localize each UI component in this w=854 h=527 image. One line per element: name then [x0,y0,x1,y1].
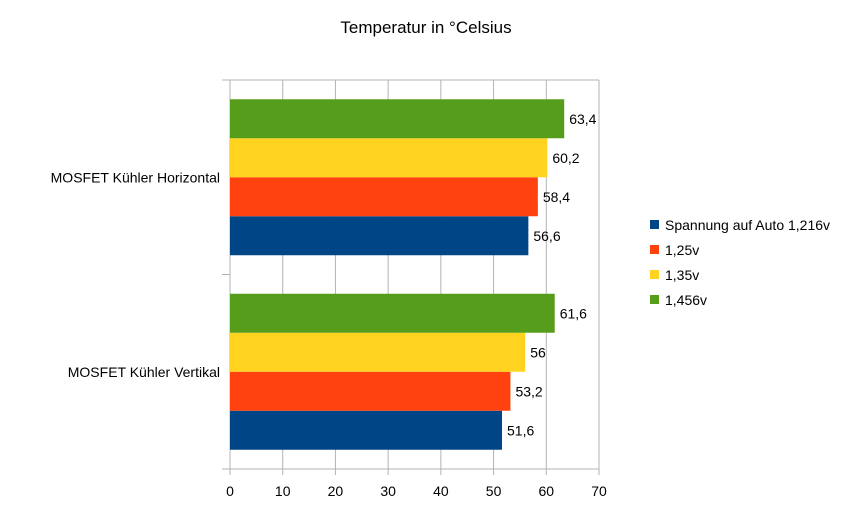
data-label: 56,6 [533,228,560,244]
legend-label: 1,456v [665,292,707,308]
data-label: 63,4 [569,111,596,127]
data-label: 58,4 [543,189,570,205]
x-tick-label: 0 [226,483,234,499]
legend-swatch [650,220,659,229]
bar [230,410,503,450]
bar [230,216,529,256]
bar [230,99,565,139]
legend-swatch [650,245,659,254]
legend-label: 1,25v [665,242,699,258]
x-tick-label: 10 [275,483,291,499]
data-label: 60,2 [552,150,579,166]
x-tick-label: 20 [328,483,344,499]
data-label: 61,6 [560,305,587,321]
legend-label: 1,35v [665,267,699,283]
data-label: 56 [530,344,546,360]
bar [230,332,526,372]
x-tick-label: 50 [486,483,502,499]
bar [230,138,548,178]
legend-swatch [650,270,659,279]
legend-swatch [650,295,659,304]
data-label: 53,2 [515,383,542,399]
bar [230,371,511,411]
bar [230,293,555,333]
chart-title: Temperatur in °Celsius [340,18,512,37]
x-tick-label: 70 [591,483,607,499]
category-label: MOSFET Kühler Vertikal [68,364,220,380]
bar [230,177,538,217]
x-tick-label: 30 [380,483,396,499]
x-tick-label: 40 [433,483,449,499]
legend-label: Spannung auf Auto 1,216v [665,217,830,233]
category-label: MOSFET Kühler Horizontal [51,169,220,185]
x-tick-label: 60 [538,483,554,499]
data-label: 51,6 [507,422,534,438]
